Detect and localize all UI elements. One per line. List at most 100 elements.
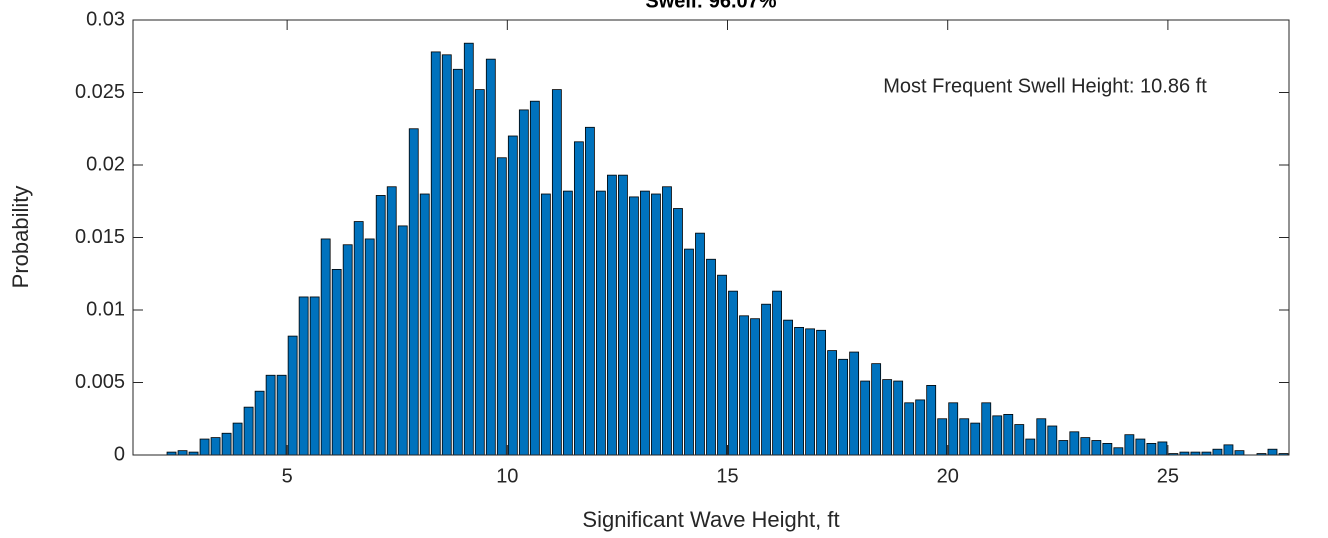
bar [386, 186, 397, 456]
bar [838, 358, 849, 456]
bar [562, 190, 573, 456]
bar [463, 42, 474, 456]
bar [640, 190, 650, 456]
bar [1058, 440, 1069, 456]
bar [221, 432, 232, 456]
bar [783, 319, 793, 456]
bar [805, 328, 815, 456]
bar [320, 238, 331, 456]
bar [452, 68, 463, 456]
bar [794, 326, 804, 456]
bar [1113, 447, 1124, 456]
x-tick-label: 15 [716, 465, 738, 487]
bar [232, 422, 243, 456]
bar [177, 450, 188, 456]
x-tick-label: 10 [496, 465, 518, 487]
bar [1267, 448, 1278, 456]
bar [893, 380, 904, 456]
bar [551, 89, 562, 456]
bar [1212, 448, 1223, 456]
bar [871, 363, 882, 456]
bar [948, 402, 959, 456]
bar [860, 380, 871, 456]
bar [496, 157, 507, 456]
bar [1025, 438, 1036, 456]
bar [651, 193, 661, 456]
y-tick-label: 0.03 [86, 8, 125, 30]
y-tick-label: 0.02 [86, 153, 125, 175]
bar [1080, 437, 1091, 456]
bar [849, 351, 860, 456]
annotation: Most Frequent Swell Height: 10.86 ft [883, 75, 1207, 97]
bar [629, 196, 639, 456]
bar [750, 318, 760, 456]
bar [353, 221, 364, 456]
bar [265, 374, 276, 456]
bar [959, 418, 970, 456]
bar [540, 193, 551, 456]
bar [485, 58, 496, 456]
bar [441, 54, 452, 456]
bar [1223, 444, 1234, 456]
x-tick-label: 25 [1157, 465, 1179, 487]
bar [728, 290, 738, 456]
bar [926, 384, 937, 456]
bar [827, 350, 838, 456]
y-tick-label: 0.01 [86, 298, 125, 320]
bar [375, 195, 386, 456]
bar [199, 438, 210, 456]
bar [584, 126, 595, 456]
bar [364, 238, 375, 456]
bar [981, 402, 992, 456]
bar [761, 303, 771, 456]
bar [518, 109, 529, 456]
y-axis-label: Probability [8, 186, 33, 289]
bar [408, 128, 419, 456]
bar [816, 329, 826, 456]
bar [430, 51, 441, 456]
bar [1102, 442, 1113, 456]
bar [1036, 418, 1047, 456]
bar [904, 402, 915, 456]
bar [1014, 424, 1025, 456]
bar [1003, 413, 1014, 456]
bar [298, 296, 309, 456]
bar [915, 399, 926, 456]
bar [662, 186, 672, 456]
y-tick-label: 0.015 [75, 226, 125, 248]
bar [287, 335, 298, 456]
y-tick-label: 0 [114, 443, 125, 465]
bar [342, 244, 353, 456]
bar [1124, 434, 1135, 456]
x-tick-label: 20 [937, 465, 959, 487]
bar [618, 174, 628, 456]
bar [573, 141, 584, 456]
bar [276, 374, 287, 456]
bar [684, 248, 694, 456]
bar [474, 89, 485, 456]
bar [243, 406, 254, 456]
bar [717, 274, 727, 456]
bar [309, 296, 320, 456]
chart-title: Swell: 96.07% [645, 0, 776, 12]
bar [1234, 450, 1245, 456]
bar [970, 422, 981, 456]
y-tick-label: 0.025 [75, 81, 125, 103]
bar [507, 135, 518, 456]
bar [937, 418, 948, 456]
bar [706, 258, 716, 456]
bar [1047, 425, 1058, 456]
bar [1135, 438, 1146, 456]
bar [772, 290, 782, 456]
x-tick-label: 5 [282, 465, 293, 487]
bar [1069, 431, 1080, 456]
bar [1146, 442, 1157, 456]
x-axis-label: Significant Wave Height, ft [582, 507, 839, 532]
bar [882, 379, 893, 456]
bar [992, 415, 1003, 456]
bar [1091, 440, 1102, 456]
bar [210, 437, 221, 456]
bar [254, 390, 265, 456]
bar [695, 232, 705, 456]
